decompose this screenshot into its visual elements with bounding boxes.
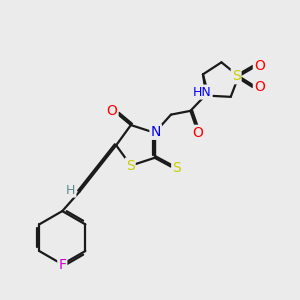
Text: O: O [254,59,265,73]
Text: H: H [66,184,75,196]
Text: O: O [192,126,203,140]
Text: O: O [254,80,265,94]
Text: S: S [126,159,135,172]
Text: HN: HN [193,85,212,99]
Text: S: S [232,69,241,83]
Text: N: N [151,125,161,139]
Text: F: F [58,258,66,272]
Text: O: O [107,104,118,118]
Text: S: S [172,161,181,175]
